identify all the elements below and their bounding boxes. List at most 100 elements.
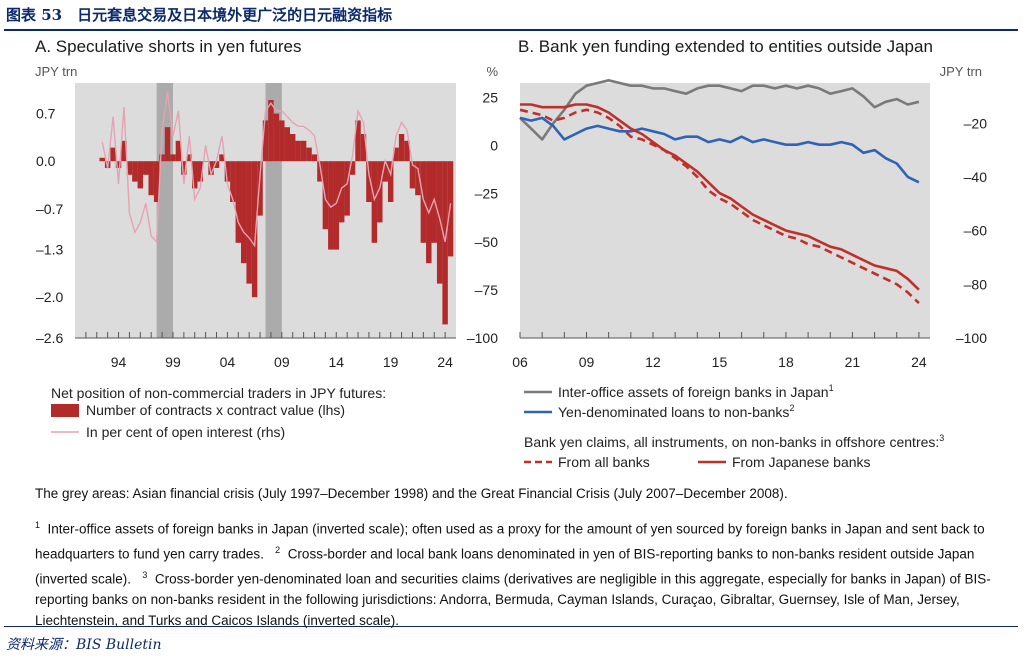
panel-b-x-tick-label: 24 [911, 354, 927, 370]
footnote-3-text: Cross-border yen-denominated loan and se… [35, 571, 991, 628]
panel-a-x-tick-label: 99 [165, 354, 181, 370]
bar-contracts-value [115, 161, 122, 168]
bar-contracts-value [387, 161, 394, 202]
panel-a-right-tick-label: –50 [475, 234, 499, 250]
bar-contracts-value [126, 161, 133, 175]
bar-contracts-value [382, 161, 388, 182]
bar-contracts-value [181, 161, 187, 175]
bottom-rule [4, 626, 1018, 627]
bar-contracts-value [170, 154, 176, 162]
bar-contracts-value [447, 161, 454, 257]
series-line-from-all-banks [519, 108, 920, 305]
bar-contracts-value [121, 140, 127, 162]
bar-contracts-value [377, 161, 383, 223]
panel-a-left-tick-label: –0.7 [36, 201, 63, 217]
source-note: 资料来源：BIS Bulletin [6, 637, 162, 653]
bar-contracts-value [311, 154, 318, 162]
panel-b-x-tick-label: 21 [845, 354, 861, 370]
bar-contracts-value [436, 161, 443, 284]
panel-b-legend-header: Bank yen claims, all instruments, on non… [524, 433, 944, 450]
bar-contracts-value [219, 154, 225, 162]
bar-contracts-value [306, 147, 312, 162]
panel-a-title: A. Speculative shorts in yen futures [35, 37, 301, 56]
bar-contracts-value [224, 161, 231, 182]
bar-contracts-value [202, 161, 209, 162]
bar-contracts-value [289, 134, 296, 162]
bar-contracts-value [251, 161, 258, 298]
bar-contracts-value [213, 161, 220, 168]
bar-contracts-value [197, 161, 203, 182]
panel-a-left-tick-label: –2.0 [36, 289, 63, 305]
bar-contracts-value [409, 161, 416, 189]
bar-contracts-value [442, 161, 448, 325]
bar-contracts-value [246, 161, 252, 284]
panel-a-left-unit: JPY trn [35, 64, 77, 79]
panel-a-x-tick-label: 04 [220, 354, 236, 370]
panel-b-title: B. Bank yen funding extended to entities… [518, 37, 933, 56]
bar-contracts-value [415, 161, 421, 196]
panel-b-y-tick-label: –40 [964, 169, 988, 185]
panel-a-right-tick-label: 25 [482, 89, 498, 105]
bar-contracts-value [175, 140, 182, 162]
panel-b-x-tick-label: 06 [512, 354, 528, 370]
panel-a-right-tick-label: –25 [475, 186, 499, 202]
bar-contracts-value [398, 134, 405, 162]
footnote-2-mark: 2 [275, 545, 281, 555]
footnote-1-mark: 1 [35, 520, 41, 530]
bar-contracts-value [273, 113, 280, 162]
panel-b-y-tick-label: –100 [956, 330, 987, 346]
panel-a-x-tick-label: 94 [111, 354, 127, 370]
bar-contracts-value [328, 161, 334, 250]
footnote-3-mark: 3 [142, 570, 148, 580]
panel-a-right-unit: % [486, 64, 498, 79]
legend-label-red-line: From Japanese banks [732, 454, 871, 470]
panel-b-x-tick-label: 18 [778, 354, 794, 370]
bar-contracts-value [349, 161, 356, 175]
panel-a-x-tick-label: 24 [437, 354, 453, 370]
bar-contracts-value [143, 161, 149, 175]
bar-contracts-value [333, 161, 339, 250]
bar-contracts-value [404, 140, 410, 162]
grey-areas-note: The grey areas: Asian financial crisis (… [35, 486, 788, 501]
panel-b-y-tick-label: –60 [964, 223, 988, 239]
legend-swatch-bars [51, 404, 79, 417]
bar-contracts-value [132, 161, 138, 182]
bar-contracts-value [186, 154, 193, 162]
footnote-1-text: Inter-office assets of foreign banks in … [35, 521, 985, 562]
bar-contracts-value [420, 161, 427, 243]
bar-contracts-value [153, 161, 160, 202]
bar-contracts-value [159, 154, 165, 162]
bar-contracts-value [230, 161, 236, 202]
bar-contracts-value [262, 120, 269, 162]
bar-contracts-value [137, 161, 144, 189]
panel-a-right-tick-label: –100 [467, 330, 498, 346]
bar-contracts-value [295, 140, 301, 162]
bar-contracts-value [338, 161, 345, 223]
legend-label-grey-line: Inter-office assets of foreign banks in … [558, 383, 834, 400]
bar-contracts-value [279, 120, 285, 162]
bar-contracts-value [355, 120, 361, 162]
panel-a-x-tick-label: 19 [383, 354, 399, 370]
footnote-2-text: Cross-border and local bank loans denomi… [35, 546, 975, 587]
panel-a-left-tick-label: 0.7 [36, 106, 56, 122]
panel-a-left-tick-label: –1.3 [36, 242, 63, 258]
bar-contracts-value [317, 161, 323, 182]
legend-label-pink-line: In per cent of open interest (rhs) [86, 424, 285, 440]
legend-label-bars: Number of contracts x contract value (lh… [86, 402, 345, 418]
bar-contracts-value [360, 134, 367, 162]
panel-b-plot-area [520, 83, 930, 338]
bar-contracts-value [99, 157, 105, 162]
bar-contracts-value [164, 127, 171, 162]
bar-contracts-value [192, 161, 198, 189]
chart-canvas: A. Speculative shorts in yen futures JPY… [35, 37, 988, 470]
bar-contracts-value [393, 147, 399, 162]
series-line-yen-loans-non-banks [519, 116, 920, 184]
panel-a-legend-header: Net position of non-commercial traders i… [51, 385, 386, 401]
footnotes: 1 Inter-office assets of foreign banks i… [35, 515, 997, 631]
figure-title: 图表 53 日元套息交易及日本境外更广泛的日元融资指标 [6, 6, 393, 24]
series-line-from-japanese-banks [520, 103, 920, 291]
panel-b-x-tick-label: 12 [645, 354, 661, 370]
bar-contracts-value [268, 100, 274, 162]
panel-a-left-tick-label: –2.6 [36, 330, 63, 346]
panel-a-right-tick-label: 0 [490, 138, 498, 154]
